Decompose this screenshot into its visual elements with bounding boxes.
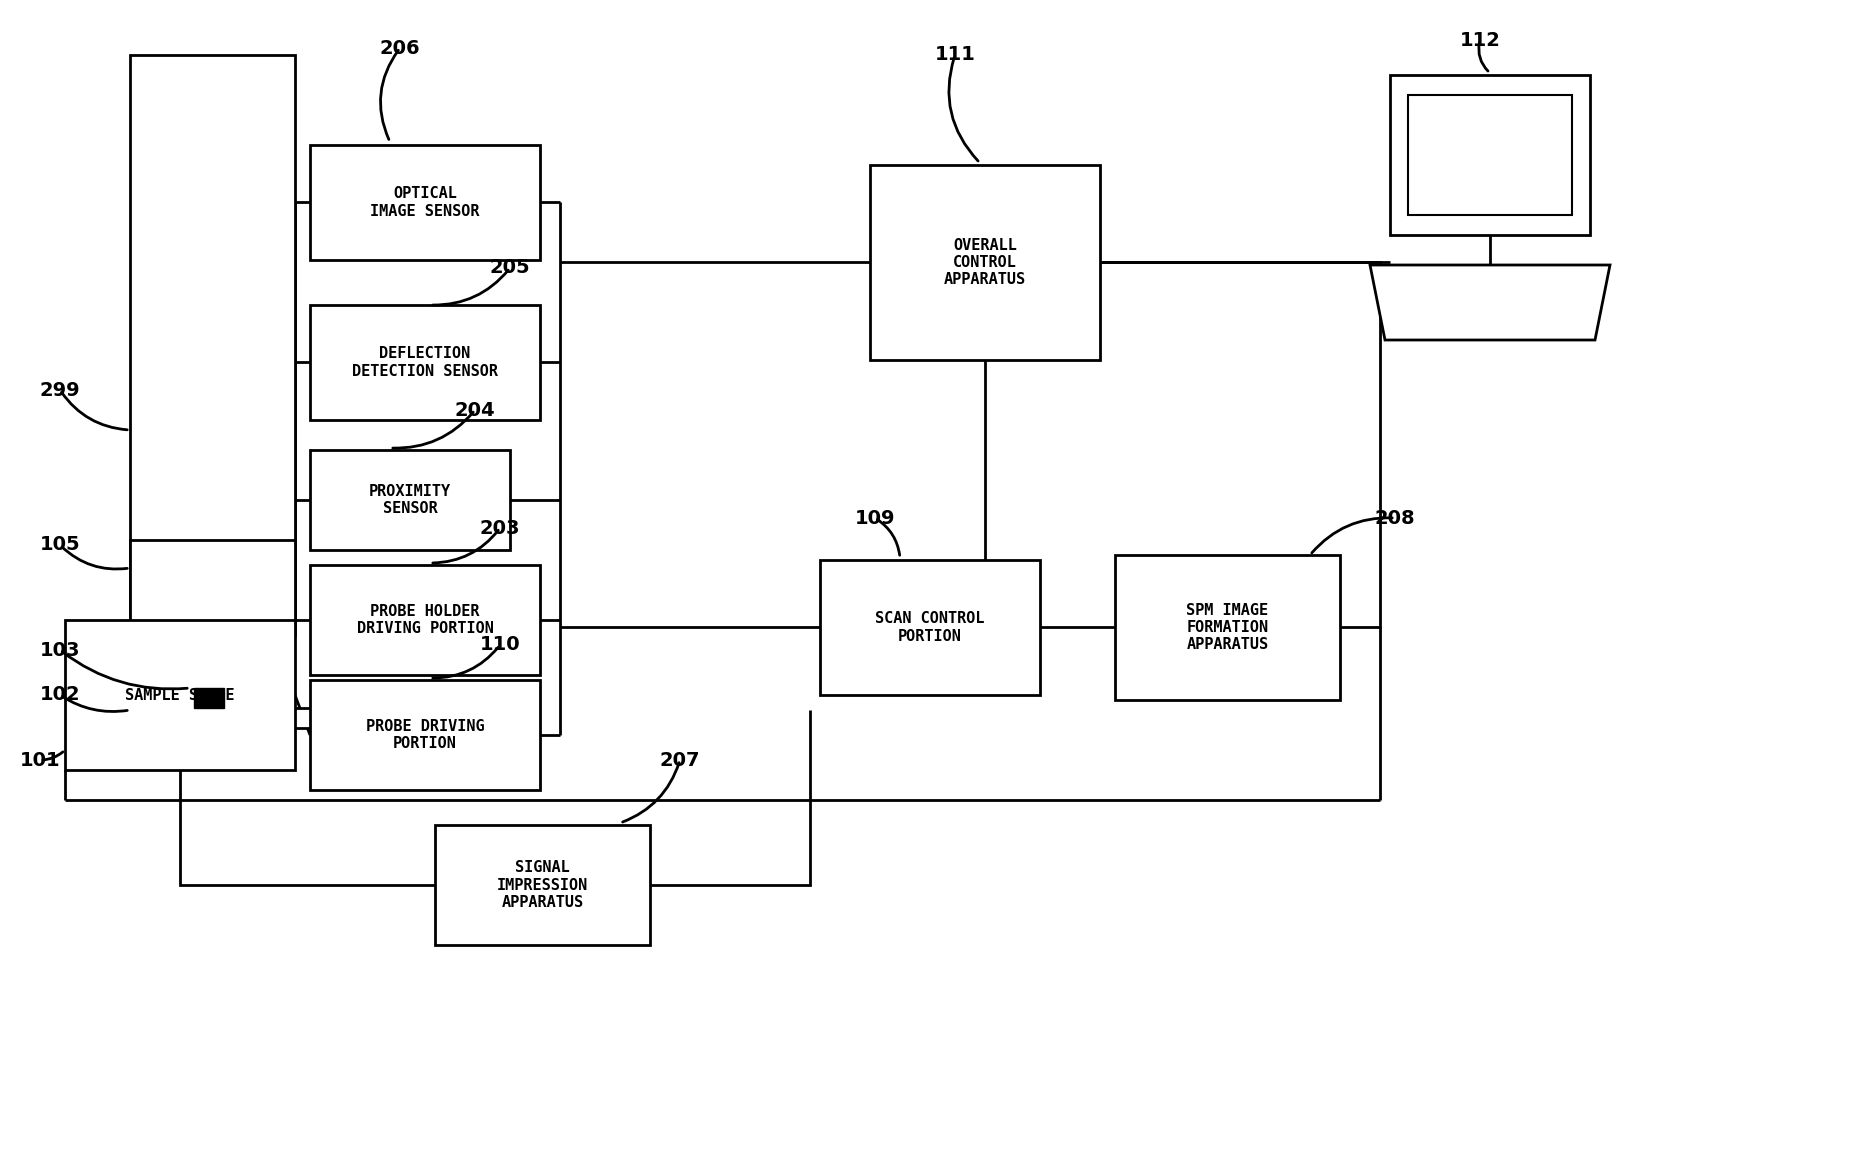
Text: OVERALL
CONTROL
APPARATUS: OVERALL CONTROL APPARATUS xyxy=(944,237,1025,288)
Text: 208: 208 xyxy=(1374,509,1415,527)
Bar xyxy=(130,540,295,635)
Text: SCAN CONTROL
PORTION: SCAN CONTROL PORTION xyxy=(875,611,984,643)
Bar xyxy=(130,55,295,625)
Text: 112: 112 xyxy=(1459,30,1500,49)
Text: 205: 205 xyxy=(489,259,530,277)
Bar xyxy=(310,680,540,790)
Text: PROBE DRIVING
PORTION: PROBE DRIVING PORTION xyxy=(365,719,484,752)
Text: 203: 203 xyxy=(480,518,521,538)
Polygon shape xyxy=(141,635,295,689)
Text: 101: 101 xyxy=(20,750,61,770)
Text: 102: 102 xyxy=(39,686,80,704)
Bar xyxy=(195,688,224,708)
Text: SAMPLE STAGE: SAMPLE STAGE xyxy=(126,687,235,702)
Bar xyxy=(1407,96,1572,215)
Text: SPM IMAGE
FORMATION
APPARATUS: SPM IMAGE FORMATION APPARATUS xyxy=(1187,603,1268,653)
Text: 299: 299 xyxy=(39,381,80,399)
Text: OPTICAL
IMAGE SENSOR: OPTICAL IMAGE SENSOR xyxy=(371,186,480,219)
Bar xyxy=(870,165,1099,360)
Text: 207: 207 xyxy=(660,750,701,770)
Text: 103: 103 xyxy=(39,640,80,660)
Bar xyxy=(65,620,295,770)
Bar xyxy=(310,565,540,674)
Text: DEFLECTION
DETECTION SENSOR: DEFLECTION DETECTION SENSOR xyxy=(352,346,499,379)
Text: 109: 109 xyxy=(855,509,895,527)
Polygon shape xyxy=(1370,265,1609,340)
Bar xyxy=(310,450,510,550)
Text: 204: 204 xyxy=(454,401,495,419)
Bar xyxy=(1390,75,1591,235)
Bar xyxy=(1114,555,1340,700)
Text: 110: 110 xyxy=(480,635,521,655)
Bar xyxy=(100,708,330,727)
Bar xyxy=(310,145,540,260)
Text: PROXIMITY
SENSOR: PROXIMITY SENSOR xyxy=(369,483,451,516)
Text: 105: 105 xyxy=(39,535,80,555)
Text: 111: 111 xyxy=(934,46,975,64)
Bar xyxy=(436,825,651,945)
Text: 206: 206 xyxy=(380,38,421,58)
Bar xyxy=(819,561,1040,695)
Text: SIGNAL
IMPRESSION
APPARATUS: SIGNAL IMPRESSION APPARATUS xyxy=(497,860,588,910)
Bar xyxy=(310,305,540,420)
Text: PROBE HOLDER
DRIVING PORTION: PROBE HOLDER DRIVING PORTION xyxy=(356,604,493,637)
